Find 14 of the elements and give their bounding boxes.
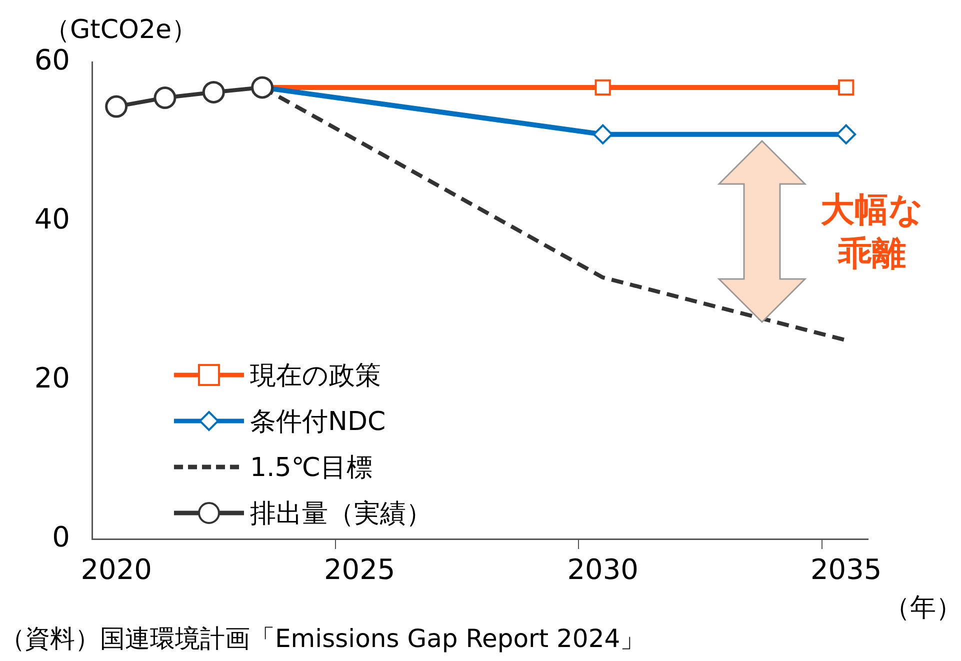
x-tick-label: 2035 xyxy=(810,553,882,586)
text: （資料）国連環境計画「Emissions Gap Report 2024」 xyxy=(0,623,646,655)
y-tick-label: 20 xyxy=(34,361,70,394)
legend-label: 現在の政策 xyxy=(250,360,381,392)
legend-label: 1.5℃目標 xyxy=(250,452,373,484)
annotation: 大幅な乖離 xyxy=(820,189,924,276)
x-tick-label: 2020 xyxy=(80,553,152,586)
legend-label: 排出量（実績） xyxy=(250,498,432,530)
x-axis-title: （年） xyxy=(884,592,961,625)
y-tick-label: 0 xyxy=(52,520,70,554)
y-tick-label: 40 xyxy=(34,202,70,236)
x-tick-label: 2025 xyxy=(324,553,396,586)
x-tick-label: 2030 xyxy=(567,553,638,586)
legend-label: 条件付NDC xyxy=(250,406,386,438)
